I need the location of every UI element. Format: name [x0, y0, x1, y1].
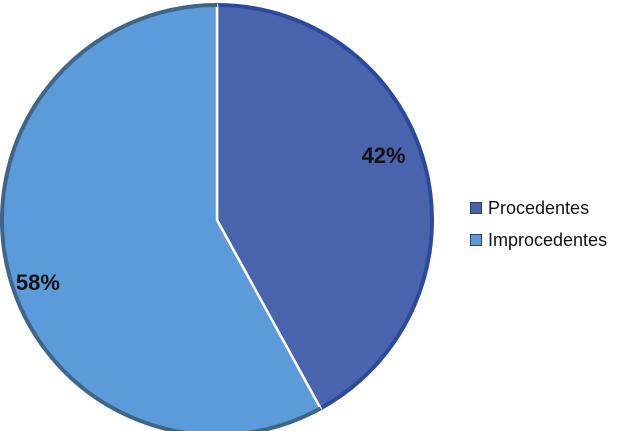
pie-label-improcedentes: 58% [16, 270, 60, 295]
legend-swatch-procedentes [470, 202, 482, 214]
legend-label-improcedentes: Improcedentes [488, 229, 608, 250]
pie-label-procedentes: 42% [362, 143, 406, 168]
pie-rim-procedentes [216, 3, 434, 411]
pie-rim-improcedentes [0, 3, 322, 431]
legend-swatch-improcedentes [470, 234, 482, 246]
legend-item-improcedentes: Improcedentes [470, 228, 607, 252]
legend-label-procedentes: Procedentes [488, 197, 590, 218]
legend: Procedentes Improcedentes [470, 196, 607, 260]
legend-item-procedentes: Procedentes [470, 196, 607, 220]
